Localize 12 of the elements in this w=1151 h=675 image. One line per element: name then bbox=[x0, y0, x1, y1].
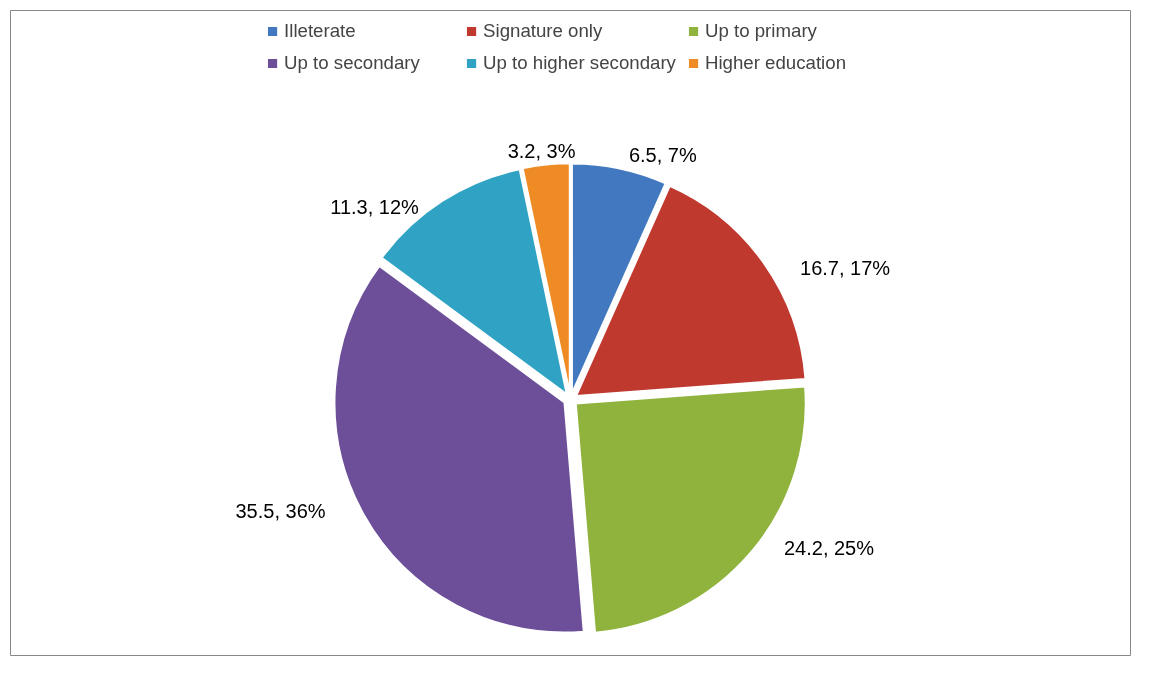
legend-label: Up to higher secondary bbox=[483, 52, 676, 74]
legend-label: Up to secondary bbox=[284, 52, 421, 74]
data-label: 24.2, 25% bbox=[783, 537, 875, 560]
data-label: 35.5, 36% bbox=[235, 500, 326, 523]
legend-label: Up to primary bbox=[704, 20, 818, 42]
data-label: 6.5, 7% bbox=[628, 144, 697, 167]
data-label: 11.3, 12% bbox=[330, 195, 420, 218]
legend-label: Illeterate bbox=[284, 20, 357, 42]
legend-label: Higher education bbox=[704, 52, 847, 74]
legend-label: Signature only bbox=[483, 20, 604, 42]
data-label: 16.7, 17% bbox=[800, 256, 891, 279]
data-label: 3.2, 3% bbox=[507, 140, 576, 163]
